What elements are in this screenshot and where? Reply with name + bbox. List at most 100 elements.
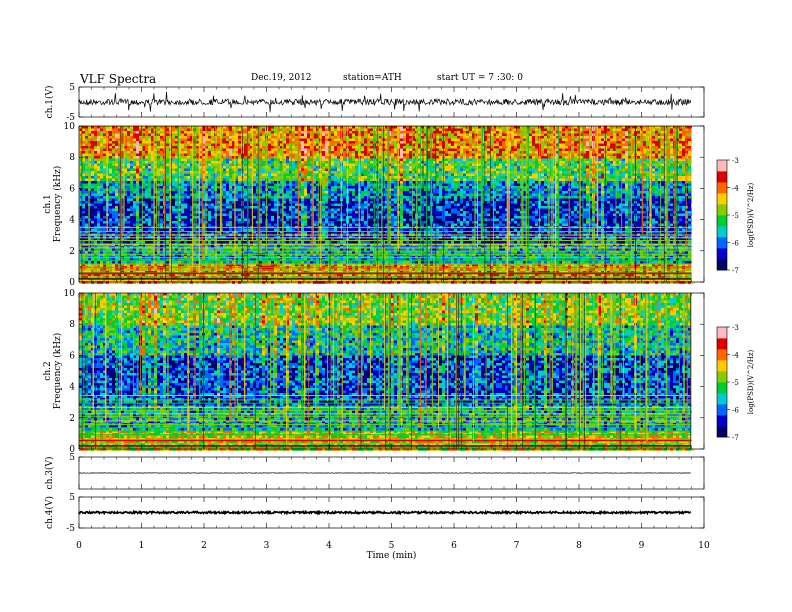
spectrogram-cell	[181, 241, 184, 244]
spectrogram-cell	[286, 199, 289, 202]
spectrogram-cell	[292, 164, 295, 167]
spectrogram-cell	[100, 164, 103, 167]
spectrogram-cell	[217, 141, 220, 144]
spectrogram-cell	[136, 199, 139, 202]
spectrogram-cell	[244, 199, 247, 202]
spectrogram-cell	[136, 164, 139, 167]
spectrogram-cell	[205, 131, 208, 134]
spectrogram-cell	[166, 149, 169, 152]
spectrogram-cell	[85, 259, 88, 262]
spectrogram-cell	[166, 211, 169, 214]
spectrogram-cell	[145, 194, 148, 197]
spectrogram-cell	[274, 131, 277, 134]
spectrogram-cell	[238, 196, 241, 199]
spectrogram-cell	[181, 131, 184, 134]
spectrogram-cell	[205, 146, 208, 149]
spectrogram-cell	[163, 259, 166, 262]
spectrogram-cell	[103, 219, 106, 222]
spectrogram-cell	[85, 131, 88, 134]
spectrogram-cell	[211, 221, 214, 224]
spectrogram-cell	[172, 154, 175, 157]
spectrogram-cell	[271, 191, 274, 194]
spectrogram-cell	[292, 154, 295, 157]
spectrogram-cell	[271, 196, 274, 199]
spectrogram-cell	[274, 241, 277, 244]
spectrogram-cell	[82, 171, 85, 174]
spectrogram-cell	[85, 179, 88, 182]
spectrogram-cell	[286, 146, 289, 149]
spectrogram-cell	[139, 216, 142, 219]
spectrogram-cell	[271, 211, 274, 214]
spectrogram-cell	[103, 246, 106, 249]
spectrogram-cell	[208, 171, 211, 174]
spectrogram-cell	[112, 154, 115, 157]
spectrogram-cell	[139, 214, 142, 217]
spectrogram-cell	[166, 174, 169, 177]
spectrogram-cell	[208, 164, 211, 167]
spectrogram-cell	[268, 259, 271, 262]
spectrogram-cell	[205, 151, 208, 154]
spectrogram-cell	[85, 126, 88, 129]
spectrogram-cell	[208, 134, 211, 137]
spectrogram-cell	[97, 126, 100, 129]
spectrogram-cell	[181, 281, 184, 284]
spectrogram-cell	[85, 219, 88, 222]
panel-2	[79, 126, 730, 284]
spectrogram-cell	[187, 174, 190, 177]
spectrogram-cell	[253, 216, 256, 219]
spectrogram-cell	[229, 156, 232, 159]
spectrogram-cell	[289, 241, 292, 244]
spectrogram-cell	[160, 219, 163, 222]
spectrogram-cell	[226, 246, 229, 249]
spectrogram-cell	[127, 139, 130, 142]
spectrogram-cell	[115, 196, 118, 199]
spectrogram-cell	[274, 199, 277, 202]
spectrogram-cell	[205, 241, 208, 244]
spectrogram-cell	[229, 129, 232, 132]
spectrogram-cell	[112, 159, 115, 162]
spectrogram-cell	[133, 139, 136, 142]
spectrogram-cell	[271, 224, 274, 227]
spectrogram-cell	[145, 241, 148, 244]
spectrogram-cell	[229, 176, 232, 179]
spectrogram-cell	[139, 159, 142, 162]
spectrogram-cell	[226, 169, 229, 172]
spectrogram-cell	[100, 179, 103, 182]
spectrogram-cell	[274, 206, 277, 209]
spectrogram-cell	[208, 191, 211, 194]
spectrogram-cell	[271, 204, 274, 207]
spectrogram-cell	[109, 171, 112, 174]
spectrogram-cell	[133, 281, 136, 284]
spectrogram-cell	[100, 181, 103, 184]
spectrogram-cell	[91, 201, 94, 204]
spectrogram-cell	[103, 176, 106, 179]
spectrogram-cell	[85, 246, 88, 249]
spectrogram-cell	[148, 156, 151, 159]
spectrogram-cell	[106, 241, 109, 244]
spectrogram-cell	[205, 156, 208, 159]
spectrogram-cell	[220, 281, 223, 284]
spectrogram-cell	[85, 211, 88, 214]
spectrogram-cell	[139, 184, 142, 187]
spectrogram-cell	[130, 131, 133, 134]
spectrogram-cell	[223, 214, 226, 217]
spectrogram-cell	[136, 136, 139, 139]
spectrogram-cell	[112, 186, 115, 189]
spectrogram-cell	[208, 211, 211, 214]
spectrogram-cell	[97, 186, 100, 189]
spectrogram-cell	[103, 224, 106, 227]
spectrogram-cell	[109, 199, 112, 202]
spectrogram-cell	[97, 201, 100, 204]
spectrogram-cell	[145, 164, 148, 167]
spectrogram-cell	[289, 281, 292, 284]
spectrogram-cell	[274, 171, 277, 174]
spectrogram-cell	[109, 219, 112, 222]
spectrogram-cell	[130, 241, 133, 244]
spectrogram-cell	[172, 216, 175, 219]
spectrogram-cell	[166, 179, 169, 182]
spectrogram-cell	[91, 216, 94, 219]
spectrogram-cell	[262, 221, 265, 224]
spectrogram-cell	[139, 149, 142, 152]
spectrogram-cell	[94, 201, 97, 204]
spectrogram-cell	[82, 131, 85, 134]
